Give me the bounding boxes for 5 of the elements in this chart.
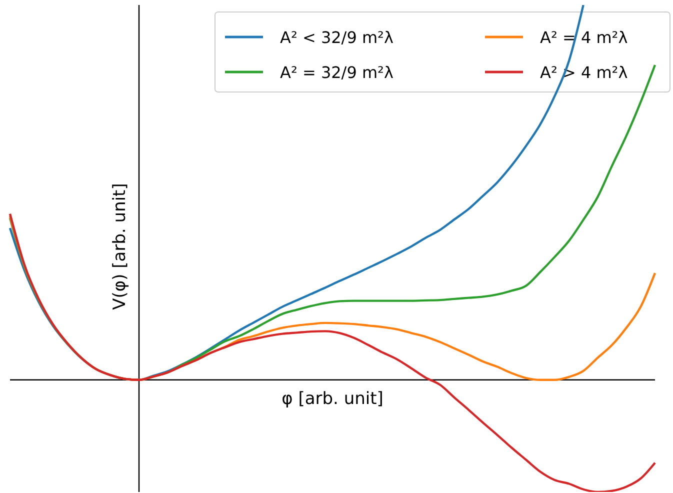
legend-label: A² = 32/9 m²λ — [280, 63, 394, 82]
x-axis-title: φ [arb. unit] — [282, 388, 384, 409]
legend-label: A² = 4 m²λ — [540, 28, 628, 47]
y-axis-title: V(φ) [arb. unit] — [110, 183, 130, 310]
legend-label: A² < 32/9 m²λ — [280, 28, 394, 47]
